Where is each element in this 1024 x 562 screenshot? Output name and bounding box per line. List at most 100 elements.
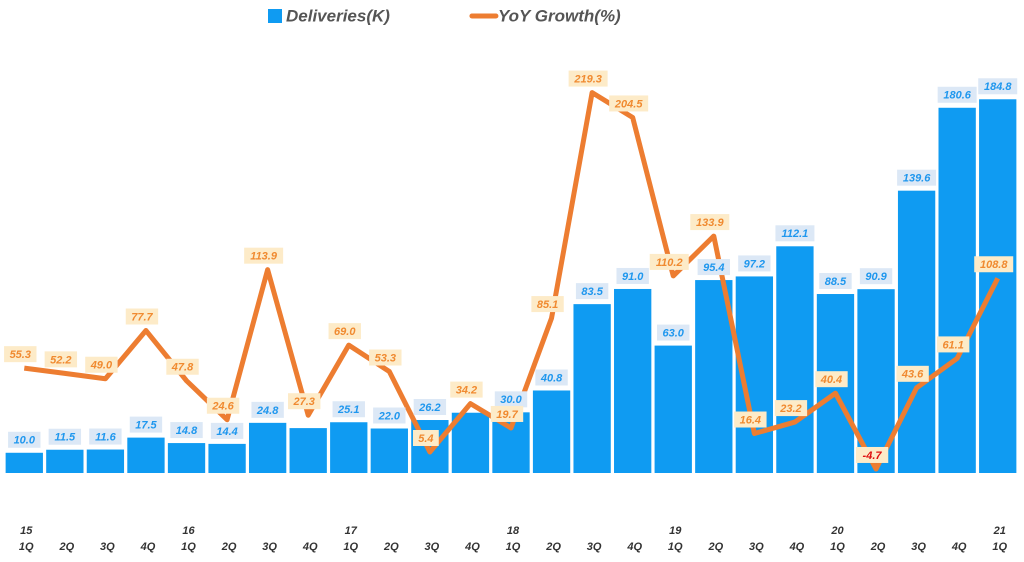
x-tick-label: 3Q — [262, 541, 277, 553]
bar — [897, 190, 936, 473]
bar — [695, 280, 733, 473]
value-label: 83.5 — [581, 286, 603, 298]
x-tick-label: 2Q — [545, 541, 561, 553]
value-label: 52.2 — [50, 354, 71, 366]
x-tick-label: 3Q — [425, 541, 440, 553]
value-label: 47.8 — [171, 362, 194, 374]
value-label-bg — [897, 169, 937, 186]
legend-swatch — [268, 9, 282, 23]
value-label: 133.9 — [696, 217, 724, 229]
bar — [248, 422, 287, 473]
x-tick-year: 15 — [20, 525, 33, 537]
x-tick-label: 1Q — [668, 541, 683, 553]
bar — [532, 390, 571, 473]
x-tick-label: 3Q — [911, 541, 926, 553]
value-label-bg — [978, 78, 1018, 95]
value-label-bg — [251, 401, 284, 418]
value-label: 55.3 — [10, 349, 31, 361]
value-label: 40.4 — [820, 374, 842, 386]
line — [23, 90, 1000, 472]
value-label-bg — [535, 369, 568, 386]
x-tick-label: 1Q — [506, 541, 521, 553]
value-label: 219.3 — [573, 73, 602, 85]
x-tick-label: 2Q — [707, 541, 723, 553]
x-tick-label: 2Q — [58, 541, 74, 553]
x-tick-label: 2Q — [221, 541, 237, 553]
value-label-bg — [734, 411, 767, 428]
value-label-bg — [413, 399, 447, 416]
lines — [23, 90, 1000, 472]
value-label: 184.8 — [984, 81, 1012, 93]
value-label-bg — [657, 324, 690, 341]
bar — [46, 449, 84, 473]
bar — [979, 99, 1017, 474]
bar — [127, 437, 165, 473]
value-label-bg — [494, 391, 528, 408]
x-tick-year: 18 — [507, 525, 520, 537]
x-tick-label: 1Q — [992, 541, 1007, 553]
value-label-bg — [89, 428, 122, 445]
value-label-bg — [450, 381, 483, 398]
value-label: 40.8 — [540, 372, 563, 384]
value-label: 63.0 — [663, 328, 685, 340]
value-label-bg — [855, 446, 889, 463]
value-label: 23.2 — [779, 403, 801, 415]
value-label: 14.8 — [176, 425, 198, 437]
legend-label: Deliveries(K) — [286, 6, 390, 25]
x-tick-year: 20 — [830, 525, 844, 537]
value-label: 11.5 — [55, 432, 76, 444]
bar — [938, 107, 976, 474]
value-label: 77.7 — [131, 311, 153, 323]
value-label-bg — [859, 268, 893, 285]
value-label: 10.0 — [14, 435, 36, 447]
value-label: 27.3 — [292, 396, 314, 408]
x-tick-year: 16 — [182, 525, 195, 537]
value-label: 22.0 — [378, 410, 401, 422]
value-label-bg — [575, 283, 609, 300]
x-tick-label: 4Q — [140, 541, 156, 553]
value-label-bg — [210, 422, 244, 439]
x-tick-label: 4Q — [464, 541, 480, 553]
legend-label: YoY Growth(%) — [498, 6, 621, 25]
value-label: 61.1 — [942, 339, 963, 351]
value-label: 49.0 — [90, 360, 113, 372]
x-tick-label: 4Q — [789, 541, 805, 553]
bar — [573, 304, 611, 473]
value-label: 34.2 — [456, 385, 477, 397]
value-label-bg — [85, 356, 118, 373]
value-label-bg — [328, 323, 361, 340]
x-tick-label: 1Q — [181, 541, 196, 553]
x-tick-label: 1Q — [343, 541, 358, 553]
value-label: 85.1 — [537, 299, 558, 311]
value-label: 24.8 — [256, 405, 279, 417]
value-label-bg — [936, 336, 970, 353]
value-label: 16.4 — [740, 414, 761, 426]
x-tick-label: 2Q — [870, 541, 886, 553]
value-label-bg — [4, 346, 37, 363]
value-label: 88.5 — [825, 276, 847, 288]
x-tick-label: 3Q — [749, 541, 764, 553]
value-label: 14.4 — [216, 426, 237, 438]
bar — [330, 422, 368, 473]
value-label-bg — [738, 255, 771, 272]
value-label: 11.6 — [95, 431, 116, 443]
value-label-bg — [129, 416, 163, 433]
value-label-bg — [166, 358, 199, 375]
value-label: 53.3 — [375, 352, 396, 364]
bar — [370, 428, 408, 473]
value-label: 25.1 — [337, 404, 359, 416]
value-label-bg — [937, 86, 977, 103]
bar — [86, 449, 125, 473]
value-label-bg — [206, 397, 240, 414]
value-label-bg — [412, 429, 439, 446]
value-label-bg — [531, 296, 564, 313]
x-tick-label: 4Q — [626, 541, 642, 553]
value-label: 112.1 — [782, 228, 809, 240]
value-label-bg — [244, 247, 284, 264]
value-label: 26.2 — [418, 402, 440, 414]
value-label-bg — [568, 70, 608, 87]
value-label: 95.4 — [703, 262, 724, 274]
bar — [208, 443, 246, 473]
x-tick-label: 2Q — [383, 541, 399, 553]
value-label-bg — [974, 256, 1014, 273]
